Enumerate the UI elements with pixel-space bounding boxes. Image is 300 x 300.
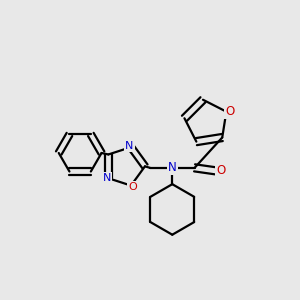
Text: N: N — [125, 141, 134, 151]
Text: O: O — [128, 182, 137, 192]
Text: N: N — [103, 173, 111, 183]
Text: O: O — [225, 105, 235, 118]
Text: N: N — [168, 161, 177, 174]
Text: O: O — [216, 164, 225, 177]
